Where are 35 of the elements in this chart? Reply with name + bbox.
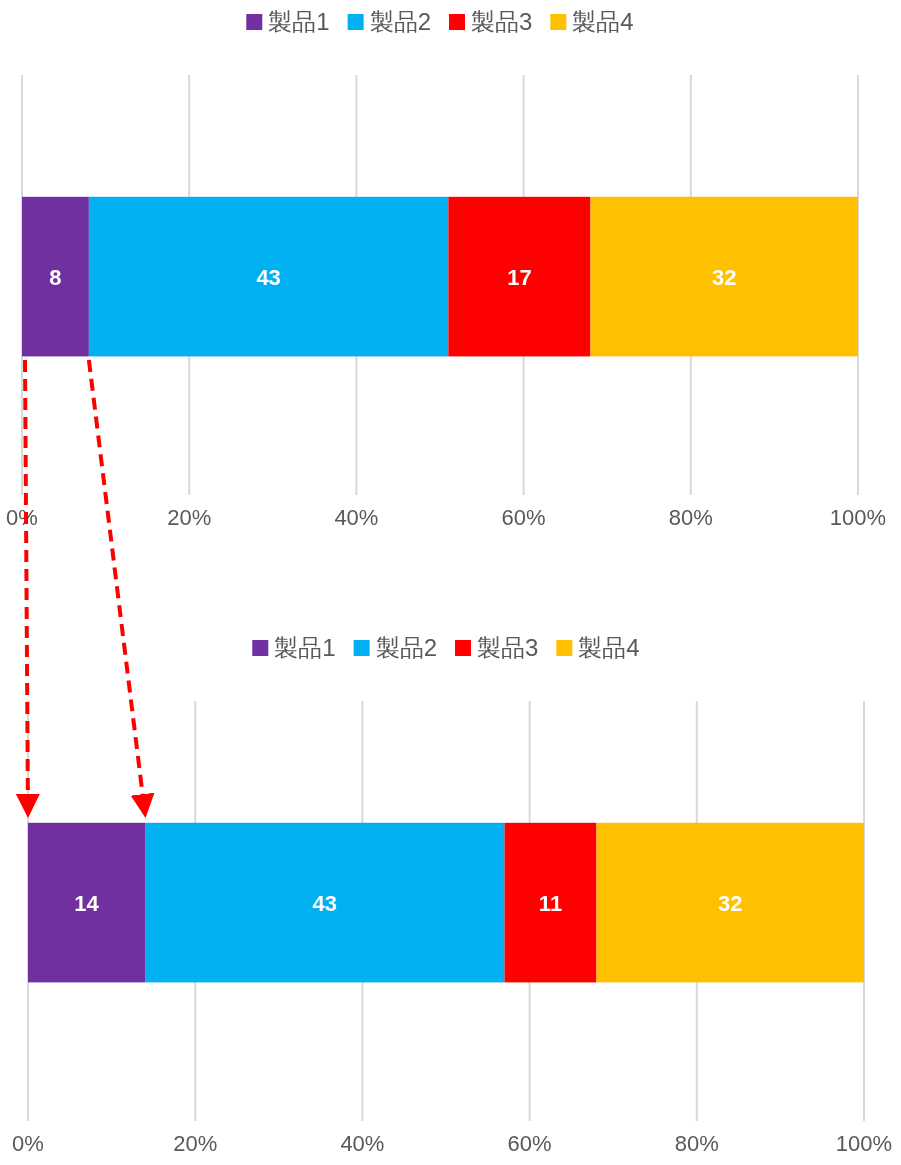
bar: [448, 196, 591, 357]
x-tick-label: 100%: [835, 1131, 893, 1156]
bar: [596, 822, 864, 983]
data-label: 32: [718, 890, 743, 916]
legend-label: 製品4: [578, 634, 640, 661]
legend-label: 製品2: [369, 8, 431, 35]
bar: [145, 822, 505, 983]
data-label: 43: [312, 890, 338, 916]
x-tick-label: 40%: [334, 505, 379, 530]
x-tick-label: 20%: [173, 1131, 218, 1156]
legend-label: 製品3: [477, 634, 539, 661]
legend-label: 製品1: [268, 8, 330, 35]
bar: [28, 822, 146, 983]
legend-label: 製品4: [572, 8, 634, 35]
data-label: 17: [507, 264, 532, 290]
data-label: 14: [74, 890, 100, 916]
bar: [22, 196, 89, 357]
x-tick-label: 20%: [167, 505, 212, 530]
data-label: 43: [256, 264, 281, 290]
bar: [88, 196, 449, 357]
x-tick-label: 60%: [507, 1131, 552, 1156]
x-tick-label: 0%: [12, 1131, 44, 1156]
data-label: 8: [49, 264, 62, 290]
legend-label: 製品3: [471, 8, 533, 35]
data-label: 11: [538, 890, 563, 916]
data-label: 32: [712, 264, 737, 290]
legend-label: 製品2: [375, 634, 437, 661]
bar: [590, 196, 858, 357]
x-tick-label: 100%: [829, 505, 887, 530]
bar: [504, 822, 597, 983]
legend-label: 製品1: [274, 634, 336, 661]
x-tick-label: 80%: [668, 505, 713, 530]
x-tick-label: 40%: [340, 1131, 385, 1156]
x-tick-label: 80%: [674, 1131, 719, 1156]
x-tick-label: 60%: [501, 505, 546, 530]
